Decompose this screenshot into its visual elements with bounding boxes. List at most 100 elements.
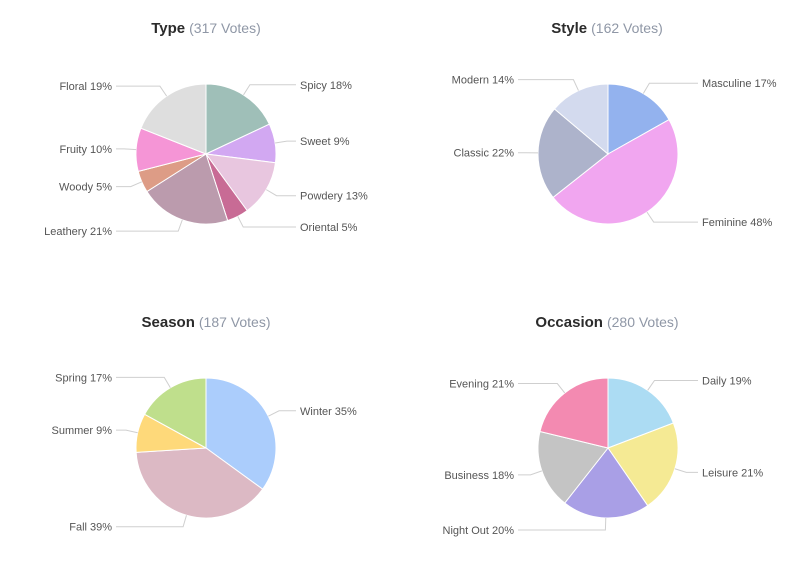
type-label-name-sweet: Sweet [300, 136, 331, 148]
type-label-name-leathery: Leathery [44, 226, 87, 238]
season-title-text: Season [142, 314, 195, 331]
type-label-name-spicy: Spicy [300, 80, 327, 92]
style-label-name-feminine: Feminine [702, 217, 747, 229]
type-leader-floral [116, 85, 168, 97]
style-label-classic: Classic 22% [454, 148, 515, 160]
type-label-woody: Woody 5% [59, 182, 112, 194]
style-label-value-modern: 14% [492, 75, 514, 87]
season-leader-summer [116, 429, 138, 434]
occasion-label-name-night-out: Night Out [443, 525, 489, 537]
occasion-leader-business [518, 470, 543, 476]
type-label-leathery: Leathery 21% [44, 226, 112, 238]
occasion-slice-night-out[interactable] [564, 447, 649, 519]
type-label-value-powdery: 13% [346, 191, 368, 203]
season-label-value-winter: 35% [335, 406, 357, 418]
type-label-value-oriental: 5% [342, 222, 358, 234]
type-leader-spicy [243, 84, 296, 96]
type-chart-title: Type (317 Votes) [151, 20, 261, 37]
season-label-value-fall: 39% [90, 522, 112, 534]
type-label-value-floral: 19% [90, 81, 112, 93]
style-label-modern: Modern 14% [452, 75, 515, 87]
season-leader-spring [116, 376, 171, 389]
occasion-label-business: Business 18% [444, 470, 514, 482]
occasion-label-value-daily: 19% [729, 375, 751, 387]
type-label-sweet: Sweet 9% [300, 136, 350, 148]
style-label-name-classic: Classic [454, 148, 490, 160]
occasion-label-name-daily: Daily [702, 375, 727, 387]
season-label-winter: Winter 35% [300, 406, 357, 418]
season-label-value-summer: 9% [96, 425, 112, 437]
occasion-leader-night-out [518, 517, 607, 531]
type-label-value-spicy: 18% [330, 80, 352, 92]
season-chart-title: Season (187 Votes) [142, 314, 271, 331]
style-slice-masculine[interactable] [607, 83, 670, 155]
type-label-name-oriental: Oriental [300, 222, 339, 234]
occasion-label-value-business: 18% [492, 470, 514, 482]
occasion-label-value-night-out: 20% [492, 525, 514, 537]
style-label-name-modern: Modern [452, 75, 489, 87]
season-slice-fall[interactable] [135, 447, 264, 519]
type-label-value-leathery: 21% [90, 226, 112, 238]
type-slice-floral[interactable] [140, 83, 207, 155]
style-label-masculine: Masculine 17% [702, 78, 777, 90]
season-slice-spring[interactable] [143, 377, 207, 449]
season-label-name-fall: Fall [69, 522, 87, 534]
season-leader-fall [116, 515, 187, 528]
type-leader-powdery [265, 189, 296, 197]
type-label-name-floral: Floral [59, 81, 87, 93]
season-pie-chart: Season (187 Votes) Winter 35% Fall 39% Summer 9… [52, 314, 357, 534]
type-title-text: Type [151, 20, 185, 37]
occasion-label-daily: Daily 19% [702, 375, 752, 387]
season-slice-winter[interactable] [205, 377, 277, 490]
season-label-fall: Fall 39% [69, 522, 112, 534]
season-leader-winter [268, 410, 296, 417]
season-label-name-summer: Summer [52, 425, 94, 437]
type-leader-fruity [116, 148, 137, 151]
type-pie-chart: Type (317 Votes) Spicy 18% Sweet 9% Powdery 13%… [44, 20, 368, 238]
season-label-name-spring: Spring [55, 372, 87, 384]
type-slice-leathery[interactable] [146, 153, 229, 225]
style-label-feminine: Feminine 48% [702, 217, 772, 229]
type-label-spicy: Spicy 18% [300, 80, 352, 92]
style-label-value-classic: 22% [492, 148, 514, 160]
type-label-value-fruity: 10% [90, 144, 112, 156]
style-title-text: Style [551, 20, 587, 37]
occasion-label-name-business: Business [444, 470, 489, 482]
type-label-name-fruity: Fruity [59, 144, 87, 156]
type-label-value-sweet: 9% [334, 136, 350, 148]
type-label-value-woody: 5% [96, 182, 112, 194]
type-label-oriental: Oriental 5% [300, 222, 358, 234]
style-leader-feminine [646, 211, 698, 223]
occasion-leader-evening [518, 383, 566, 394]
occasion-leader-daily [647, 379, 698, 391]
occasion-title-text: Occasion [535, 314, 603, 331]
type-label-fruity: Fruity 10% [59, 144, 112, 156]
season-label-name-winter: Winter [300, 406, 332, 418]
season-label-spring: Spring 17% [55, 372, 112, 384]
type-leader-leathery [116, 219, 183, 232]
type-leader-sweet [275, 140, 296, 144]
style-leader-masculine [642, 82, 698, 94]
occasion-vote-count: (280 Votes) [607, 314, 679, 330]
type-label-powdery: Powdery 13% [300, 191, 368, 203]
occasion-label-leisure: Leisure 21% [702, 467, 763, 479]
style-slice-modern[interactable] [553, 83, 609, 156]
style-vote-count: (162 Votes) [591, 20, 663, 36]
occasion-slice-daily[interactable] [607, 377, 675, 449]
type-leader-woody [116, 181, 142, 188]
style-label-value-masculine: 17% [755, 78, 777, 90]
season-label-summer: Summer 9% [52, 425, 113, 437]
occasion-chart-title: Occasion (280 Votes) [535, 314, 678, 331]
style-slice-feminine[interactable] [552, 118, 679, 225]
style-pie-chart: Style (162 Votes) Masculine 17% Feminine 48% C… [452, 20, 777, 229]
style-label-name-masculine: Masculine [702, 78, 752, 90]
type-label-name-woody: Woody [59, 182, 94, 194]
type-label-name-powdery: Powdery [300, 191, 343, 203]
occasion-label-night-out: Night Out 20% [443, 525, 515, 537]
type-slice-powdery[interactable] [204, 153, 277, 212]
season-vote-count: (187 Votes) [199, 314, 271, 330]
season-label-value-spring: 17% [90, 372, 112, 384]
style-leader-modern [518, 79, 579, 91]
